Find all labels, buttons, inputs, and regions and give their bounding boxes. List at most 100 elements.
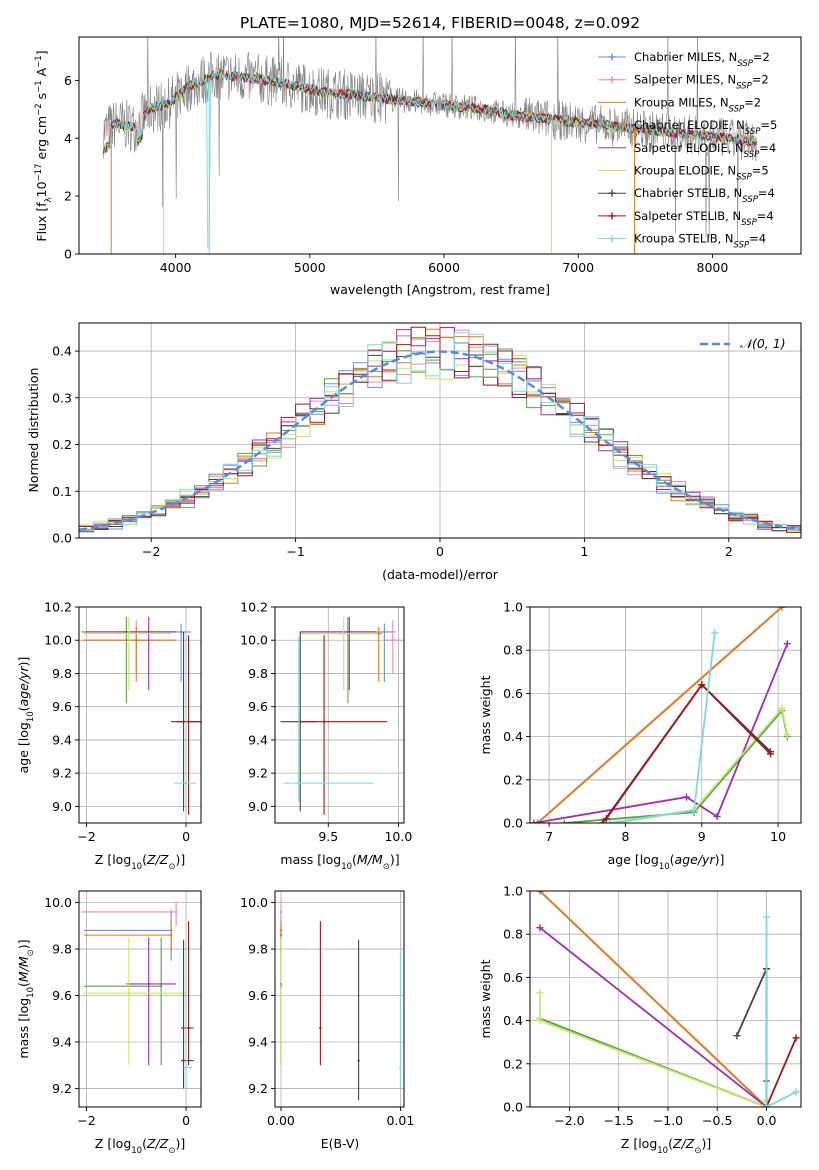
weight_vs_z-marker-salpeter_stelib — [792, 1034, 800, 1042]
age_vs_mass-point-kroupa_stelib — [297, 781, 301, 785]
mass_vs_ebv-ytick-label: 9.4 — [248, 1034, 268, 1049]
age_vs_mass-ytick-label: 10.2 — [240, 600, 268, 615]
spectrum-model-salpeter_stelib — [102, 69, 758, 156]
residuals-xtick-label: −2 — [142, 544, 160, 559]
legend-label: Chabrier MILES, NSSP=2 — [634, 50, 770, 69]
residuals-ytick-label: 0.1 — [52, 484, 72, 499]
mass_vs_ebv-point-salpeter_miles — [279, 910, 283, 914]
spectrum-xlabel: wavelength [Angstrom, rest frame] — [330, 282, 550, 297]
age_vs_z-point-salpeter_stelib — [187, 720, 190, 723]
age_vs_mass-panel: 9.5 10.0 9.0 9.2 9.4 9.6 9.8 10.0 10.2 mass [log1… — [240, 600, 412, 873]
mass_vs_ebv-panel: 0.00 0.01 9.2 9.4 9.6 9.8 10.0 E(B-V) — [240, 890, 414, 1151]
age_vs_mass-ytick-label: 9.8 — [248, 666, 268, 681]
spectrum-frame — [78, 36, 802, 255]
legend-marker — [608, 76, 616, 84]
weight_vs_z-ytick-label: 1.0 — [503, 884, 523, 899]
legend-marker — [608, 235, 616, 243]
weight-vs-z-xlabel: Z [log10(Z/Z⊙)] — [621, 1136, 711, 1156]
mass_vs_z-xtick-label: −2 — [77, 1113, 95, 1128]
age_vs_mass-point-salpeter_miles — [391, 639, 394, 642]
mass_vs_ebv-point-kroupa_stelib — [399, 1066, 402, 1069]
spectrum-ytick-label: 0 — [64, 247, 72, 262]
age_vs_mass-xtick-label: 9.5 — [318, 829, 338, 844]
weight_vs_z-marker-chabrier_stelib — [733, 1032, 741, 1040]
weight_vs_age-marker-chabrier_elodie — [560, 819, 568, 823]
weight_vs_age-plot-area — [530, 607, 791, 823]
legend-entry: Salpeter ELODIE, NSSP=4 — [598, 141, 776, 160]
weight_vs_z-xtick-label: −0.5 — [702, 1113, 732, 1128]
mass-vs-ebv-xlabel: E(B-V) — [321, 1136, 360, 1151]
legend-label: Chabrier STELIB, NSSP=4 — [634, 186, 775, 205]
normal-curve — [79, 350, 801, 532]
weight_vs_age-series-kroupa_stelib — [610, 632, 716, 823]
legend-marker — [608, 212, 616, 220]
legend-entry: Salpeter STELIB, NSSP=4 — [598, 209, 774, 228]
age_vs_z-ytick-label: 10.2 — [44, 600, 72, 615]
spectrum-xtick-label: 5000 — [294, 260, 326, 275]
legend-label: Kroupa MILES, NSSP=2 — [634, 95, 761, 114]
mass_vs_ebv-plot-area — [279, 897, 402, 1101]
hist-kroupa_stelib — [79, 332, 801, 533]
mass_vs_z-point-kroupa_stelib — [184, 1066, 188, 1069]
spectrum-ytick-label: 2 — [64, 189, 72, 204]
mass_vs_ebv-ytick-label: 10.0 — [240, 895, 268, 910]
weight_vs_age-frame — [529, 606, 802, 824]
residuals-xtick-label: 0 — [436, 544, 444, 559]
mass_vs_z-ytick-label: 10.0 — [44, 895, 72, 910]
age_vs_mass-plot-area — [280, 616, 402, 815]
mass_vs_ebv-ytick-label: 9.6 — [248, 988, 268, 1003]
weight_vs_z-marker-kroupa_miles — [536, 891, 544, 895]
weight_vs_age-ytick-label: 0.0 — [503, 816, 523, 831]
weight_vs_age-marker-salpeter_elodie — [682, 793, 690, 801]
mass_vs_ebv-point-kroupa_elodie — [279, 991, 283, 995]
weight-vs-age-xlabel: age [log10(age/yr)] — [608, 852, 725, 872]
weight_vs_z-series-salpeter_elodie — [539, 926, 768, 1107]
age_vs_z-ytick-label: 9.4 — [52, 732, 72, 747]
spectrum-xtick-label: 7000 — [562, 260, 594, 275]
age_vs_z-xtick-label: −2 — [77, 829, 95, 844]
legend-label: Chabrier ELODIE, NSSP=5 — [634, 118, 777, 137]
age_vs_mass-point-salpeter_elodie — [348, 630, 351, 634]
age_vs_z-xtick-label: 0 — [182, 829, 190, 844]
mass_vs_z-point-chabrier_elodie — [159, 985, 163, 988]
legend-entry: Chabrier ELODIE, NSSP=5 — [598, 118, 777, 137]
weight_vs_z-series-kroupa_miles — [539, 891, 768, 1107]
residuals-xtick-label: 2 — [725, 544, 733, 559]
weight_vs_z-marker-kroupa_stelib — [792, 1088, 800, 1096]
residuals-plot-area — [79, 326, 801, 537]
weight_vs_age-xtick-label: 7 — [545, 829, 553, 844]
spectrum-model-kroupa_stelib — [102, 70, 758, 249]
mass-vs-z-ylabel: mass [log10(M/M⊙)] — [16, 939, 36, 1058]
spectrum-xtick-label: 8000 — [697, 260, 729, 275]
mass_vs_ebv-point-chabrier_stelib — [357, 1059, 360, 1062]
age_vs_mass-point-salpeter_stelib — [322, 720, 326, 723]
age_vs_mass-frame — [274, 606, 405, 824]
weight_vs_age-panel: 7 8 9 10 0.0 0.2 0.4 0.6 0.8 1.0 age [log10(age/yr… — [478, 600, 802, 872]
weight_vs_age-marker-salpeter_elodie — [713, 813, 721, 821]
age-vs-z-ylabel: age [log10(age/yr)] — [16, 657, 36, 774]
age_vs_mass-point-chabrier_miles — [383, 630, 386, 634]
age_vs_z-point-chabrier_miles — [179, 630, 183, 634]
weight_vs_age-ytick-label: 0.6 — [503, 686, 523, 701]
legend-label: Salpeter ELODIE, NSSP=4 — [634, 141, 776, 160]
age_vs_mass-ytick-label: 9.2 — [248, 766, 268, 781]
age_vs_z-ytick-label: 9.2 — [52, 766, 72, 781]
residuals-xtick-label: 1 — [580, 544, 588, 559]
weight_vs_z-panel: −2.0 −1.5 −1.0 −0.5 0.0 0.0 0.2 0.4 0.6 0.8 1.0 Z [… — [478, 884, 802, 1156]
spectrum-ylabel: Flux [fλ10−17 erg cm−2 s−1 A−1] — [34, 50, 54, 241]
age_vs_mass-point-kroupa_elodie — [342, 632, 345, 635]
legend-entry: Kroupa STELIB, NSSP=4 — [598, 232, 766, 251]
legend-label: Kroupa STELIB, NSSP=4 — [634, 232, 766, 251]
weight_vs_z-series-kroupa_stelib — [765, 916, 797, 1107]
mass_vs_z-ytick-label: 9.6 — [52, 988, 72, 1003]
weight_vs_z-marker-kroupa_stelib — [763, 913, 771, 921]
legend-entry: Salpeter MILES, NSSP=2 — [598, 73, 769, 92]
weight_vs_z-ytick-label: 0.8 — [503, 927, 523, 942]
mass_vs_z-ytick-label: 9.4 — [52, 1034, 72, 1049]
mass_vs_ebv-ytick-label: 9.8 — [248, 942, 268, 957]
spectrum-plot-area — [102, 37, 758, 254]
weight_vs_age-xtick-label: 10 — [770, 829, 786, 844]
mass_vs_z-point-kroupa_miles — [169, 933, 173, 937]
weight_vs_age-marker-salpeter_elodie — [783, 640, 791, 648]
